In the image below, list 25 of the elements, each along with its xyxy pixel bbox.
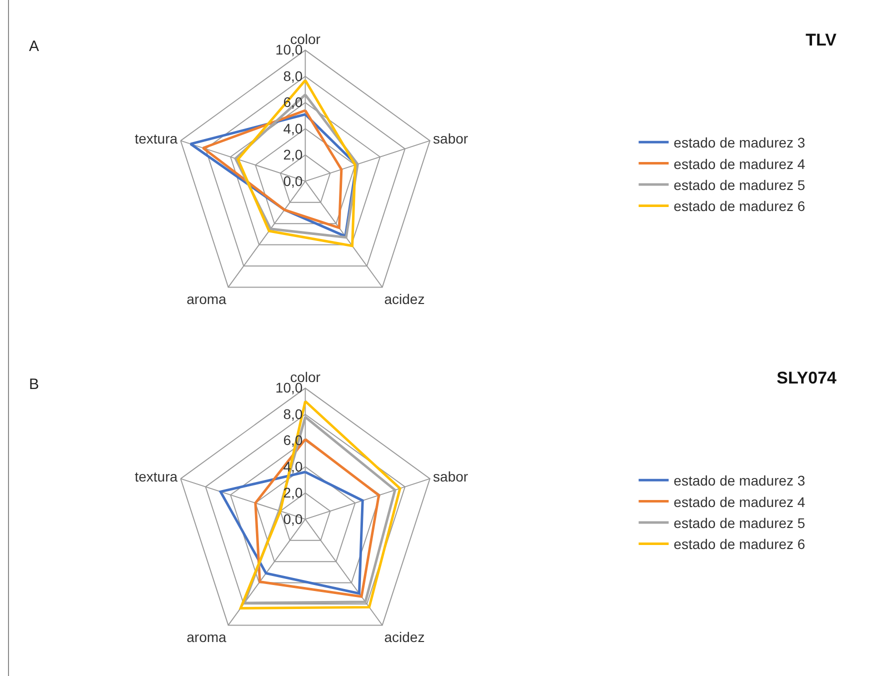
legend-label: estado de madurez 5 [674,176,806,193]
legend-label: estado de madurez 5 [674,514,806,531]
spoke-label: acidez [384,291,425,308]
spoke-label: sabor [433,468,468,484]
text: B [29,376,40,393]
y-tick-label: 4,0 [283,120,303,136]
chart-title: SLY074 [776,368,838,388]
legend-label: estado de madurez 3 [674,472,806,489]
legend-label: estado de madurez 6 [674,198,806,214]
y-tick-label: 2,0 [283,146,303,163]
spoke-label: aroma [186,291,227,308]
spoke-label: textura [134,130,178,146]
spoke-label: acidez [384,629,425,646]
y-tick-label: 0,0 [283,172,303,189]
legend-label: estado de madurez 4 [674,156,806,172]
spoke-label: aroma [186,629,227,646]
text: A [29,38,40,55]
chart-title: TLV [806,30,838,50]
spoke-label: sabor [433,130,468,146]
legend-label: estado de madurez 6 [674,536,806,552]
legend-label: estado de madurez 4 [674,494,806,510]
y-tick-label: 0,0 [283,510,303,527]
legend-label: estado de madurez 3 [674,134,806,151]
spoke-label: textura [134,468,178,484]
y-tick-label: 8,0 [283,68,303,84]
